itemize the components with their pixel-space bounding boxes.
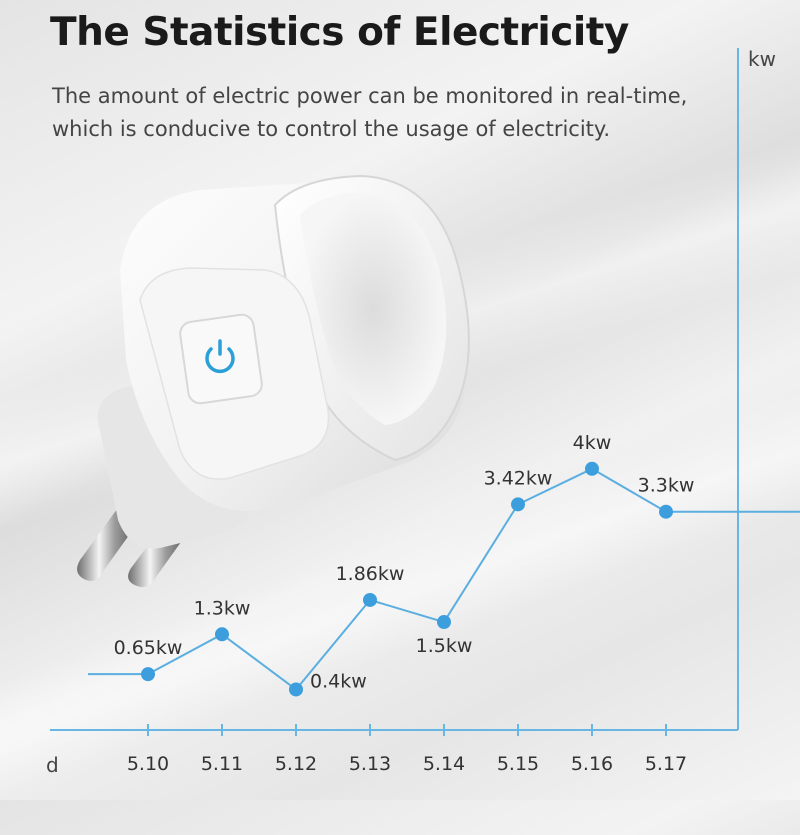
y-axis-label: kw <box>748 47 776 71</box>
data-point <box>659 504 673 519</box>
subtitle-line-2: which is conducive to control the usage … <box>52 117 611 141</box>
x-tick-label: 5.17 <box>645 753 687 775</box>
data-label: 0.4kw <box>310 670 367 692</box>
x-tick-label: 5.12 <box>275 753 317 775</box>
data-point <box>141 667 155 682</box>
x-tick-label: 5.11 <box>201 753 243 775</box>
power-icon <box>205 339 235 374</box>
chart-series: 0.65kw 1.3kw 0.4kw 1.86kw 1.5kw 3.42kw 4kw 3.3k… <box>88 432 800 697</box>
series-line <box>147 467 667 691</box>
x-tick-label: 5.15 <box>497 753 539 775</box>
data-label: 1.86kw <box>336 563 405 585</box>
data-label: 1.5kw <box>416 635 473 657</box>
x-axis-label: d <box>46 753 59 777</box>
x-tick-label: 5.16 <box>571 753 613 775</box>
plug-power-button <box>179 313 263 405</box>
subtitle-line-1: The amount of electric power can be moni… <box>52 84 688 108</box>
x-tick-label: 5.10 <box>127 753 169 775</box>
page-subtitle: The amount of electric power can be moni… <box>52 80 732 146</box>
data-point <box>363 592 377 607</box>
smart-plug-image <box>77 174 470 587</box>
x-tick-label: 5.14 <box>423 753 465 775</box>
chart-axes: d kw 5.10 5.11 5.12 5.13 5.14 5.15 5.16 5.17 <box>46 47 776 777</box>
data-point <box>289 682 303 697</box>
data-point <box>585 461 599 476</box>
data-label: 3.3kw <box>638 475 695 497</box>
data-label: 3.42kw <box>484 467 553 489</box>
data-label: 1.3kw <box>194 597 251 619</box>
data-point <box>437 615 451 630</box>
data-point <box>215 627 229 642</box>
data-label: 4kw <box>573 432 612 454</box>
power-line-chart: d kw 5.10 5.11 5.12 5.13 5.14 5.15 5.16 5.17 0.65… <box>46 47 800 777</box>
x-tick-label: 5.13 <box>349 753 391 775</box>
data-point <box>511 497 525 512</box>
page-title: The Statistics of Electricity <box>50 10 629 55</box>
data-label: 0.65kw <box>114 637 183 659</box>
